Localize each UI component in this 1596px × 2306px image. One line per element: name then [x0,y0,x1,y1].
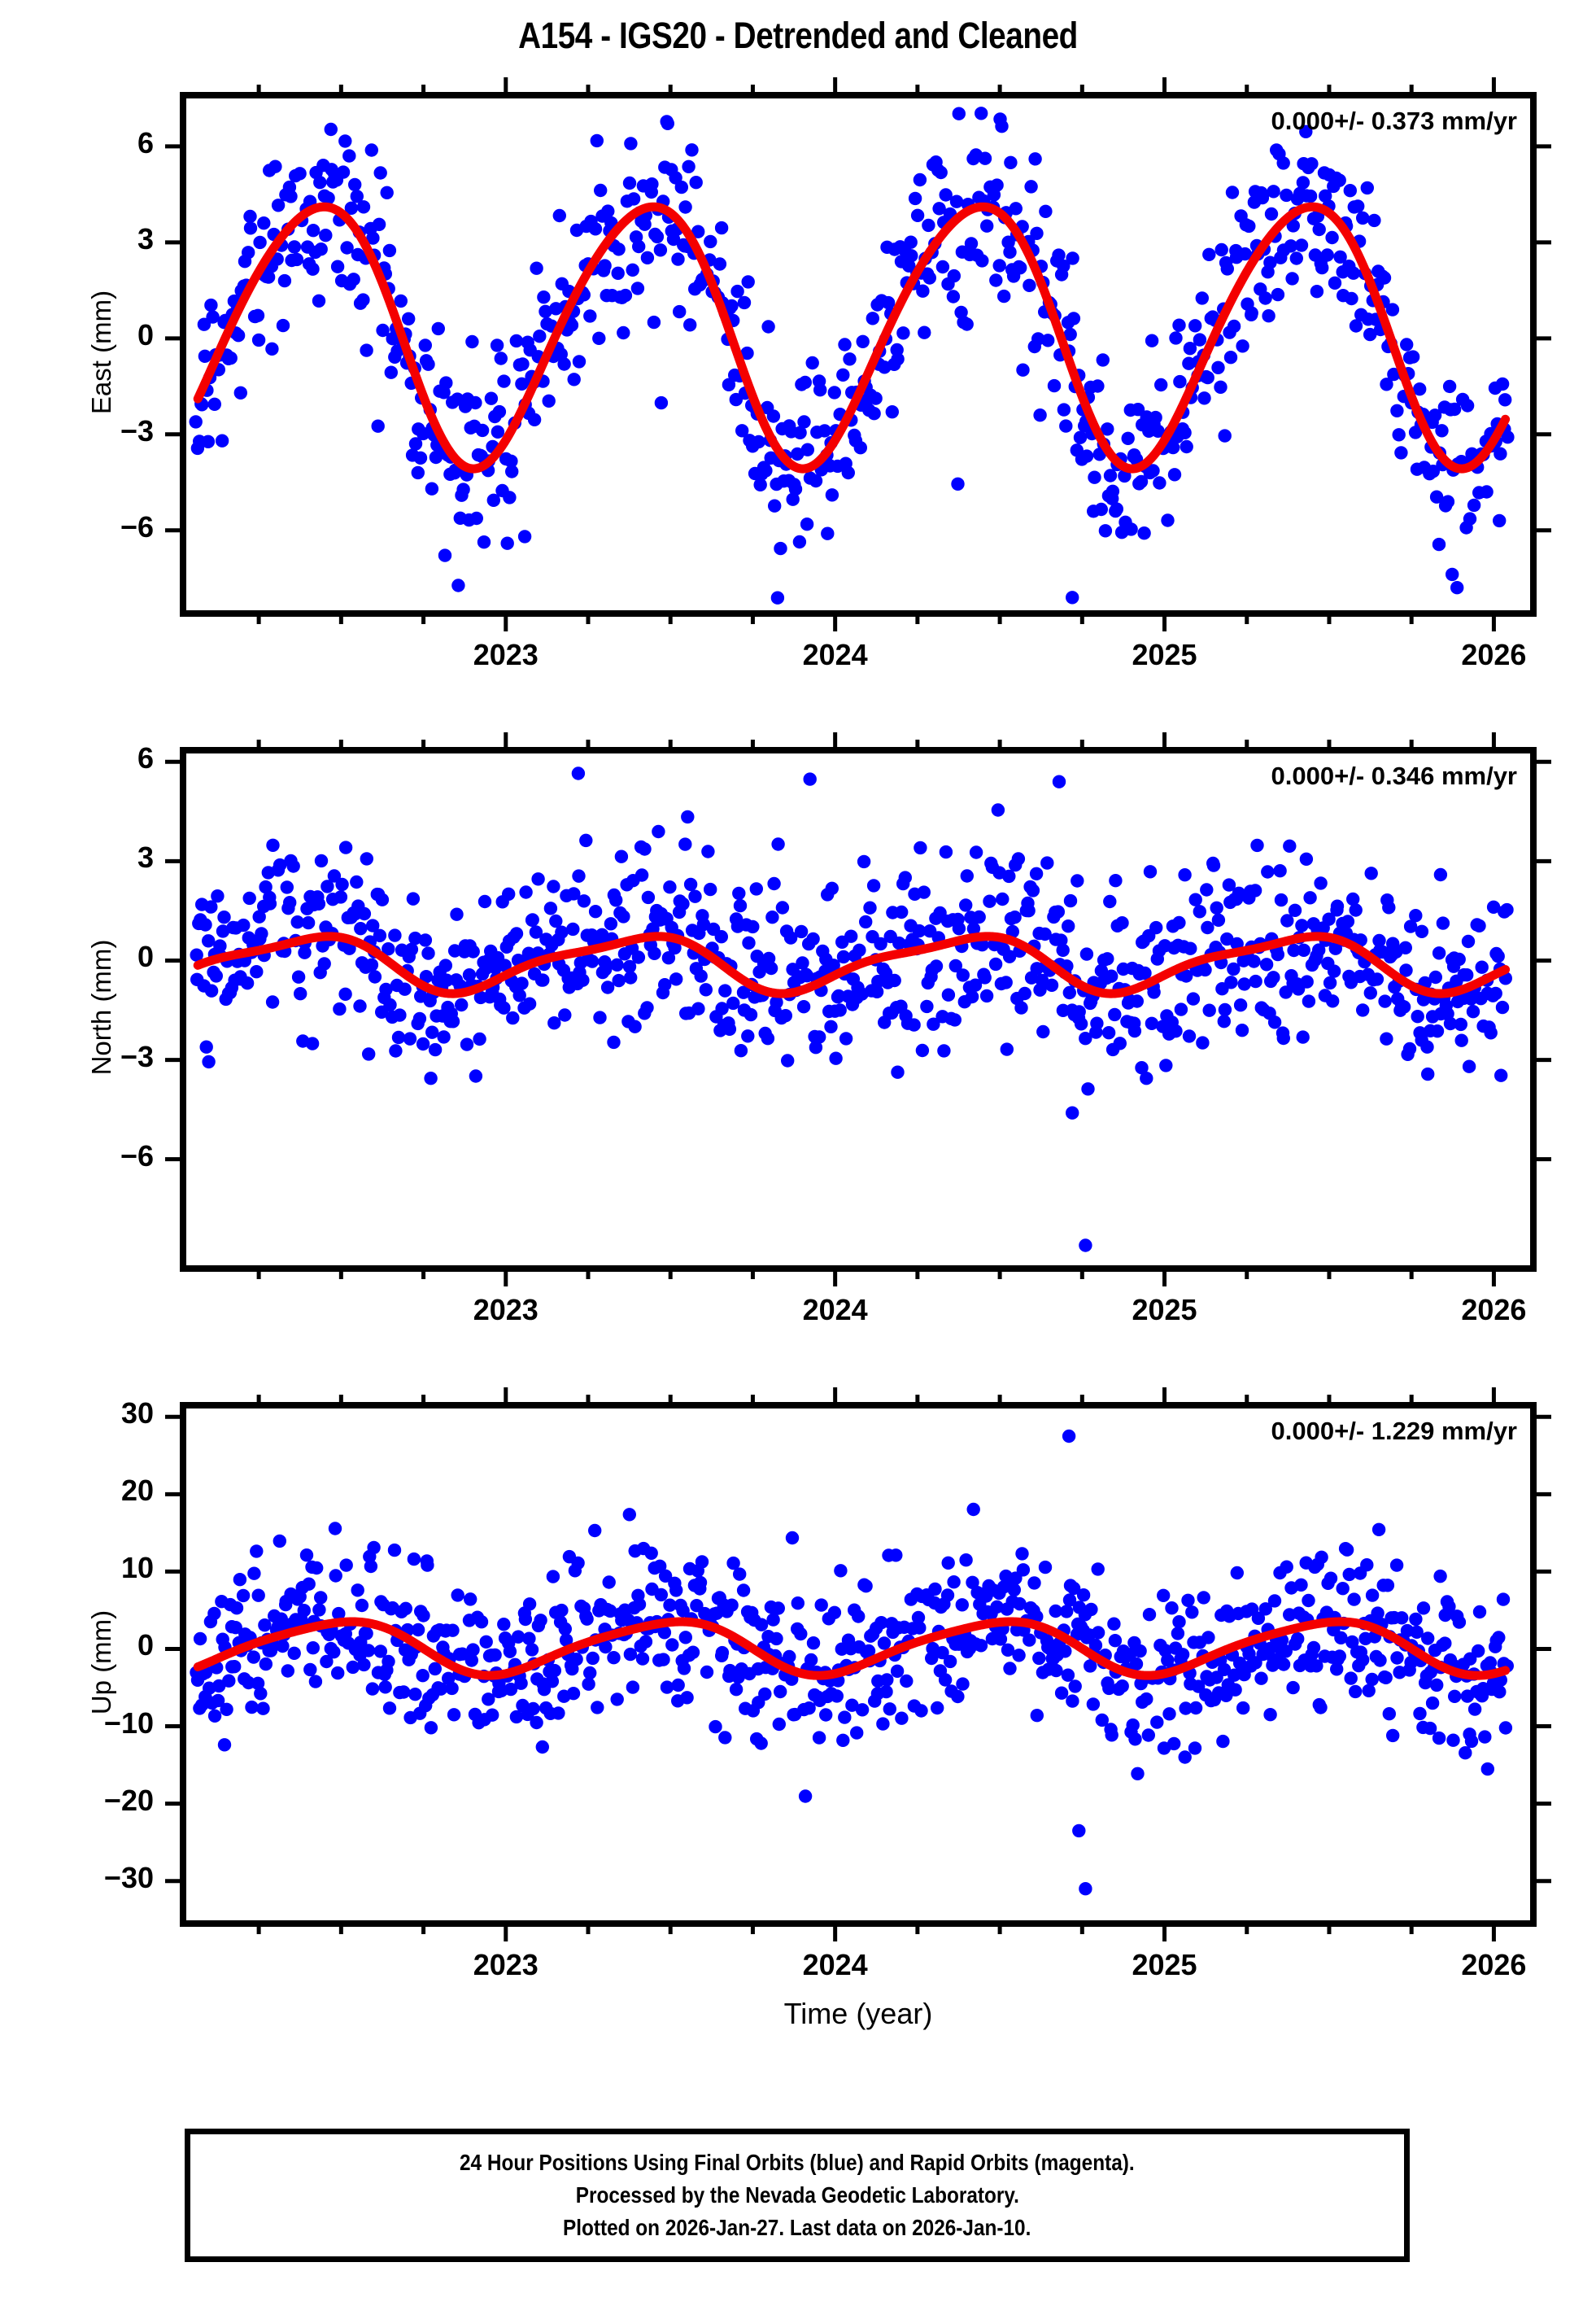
tick-marks-up [165,1387,1551,1941]
xtick-label-north-1: 2024 [802,1293,868,1326]
ytick-label-east-4: −6 [120,509,154,544]
ytick-label-up-3: 0 [137,1628,154,1662]
scatter-points-east [189,95,1515,605]
footer-line-processor: Processed by the Nevada Geodetic Laborat… [575,2182,1019,2208]
footer-line-orbits: 24 Hour Positions Using Final Orbits (bl… [460,2150,1135,2176]
seasonal-model-curve-up [193,1617,1511,1680]
xtick-label-east-1: 2024 [802,638,868,671]
ytick-label-north-2: 0 [137,940,154,974]
seasonal-model-curve-east [193,202,1511,474]
ytick-label-north-1: 3 [137,841,154,875]
panel-canvas-up [165,1387,1551,1941]
ytick-label-east-2: 0 [137,317,154,352]
scatter-points-up [190,1429,1515,1896]
axes-frame-north [180,747,1537,1272]
ytick-label-up-1: 20 [120,1474,154,1508]
xtick-label-north-2: 2025 [1132,1293,1197,1326]
plot-panel-east [165,77,1551,631]
ytick-label-up-5: −20 [103,1783,154,1817]
ytick-label-north-4: −6 [120,1138,154,1173]
rate-annotation-north: 0.000+/- 0.346 mm/yr [1271,762,1517,790]
plot-panel-north [165,732,1551,1286]
panel-canvas-north [165,732,1551,1286]
ytick-label-up-0: 30 [120,1396,154,1430]
plot-panel-up [165,1387,1551,1941]
ytick-label-up-2: 10 [120,1551,154,1585]
axes-frame-east [180,92,1537,617]
xtick-label-up-1: 2024 [802,1948,868,1981]
ytick-label-east-1: 3 [137,221,154,255]
page-title: A154 - IGS20 - Detrended and Cleaned [518,15,1078,56]
yaxis-title-north: North (mm) [86,939,116,1075]
footer-note-box: 24 Hour Positions Using Final Orbits (bl… [185,2129,1410,2262]
xtick-label-north-3: 2026 [1461,1293,1527,1326]
xaxis-title: Time (year) [783,1997,933,2030]
footer-line-dates: Plotted on 2026-Jan-27. Last data on 202… [563,2214,1031,2240]
tick-marks-east [165,77,1551,631]
xtick-label-east-3: 2026 [1461,638,1527,671]
ytick-label-east-3: −3 [120,413,154,448]
tick-marks-north [165,732,1551,1286]
data-layer-east [189,95,1515,605]
ytick-label-east-0: 6 [137,125,154,159]
xtick-label-up-0: 2023 [473,1948,539,1981]
xtick-label-north-0: 2023 [473,1293,539,1326]
rate-annotation-east: 0.000+/- 0.373 mm/yr [1271,107,1517,135]
ytick-label-up-4: −10 [103,1705,154,1740]
xtick-label-east-0: 2023 [473,638,539,671]
xtick-label-up-2: 2025 [1132,1948,1197,1981]
xtick-label-up-3: 2026 [1461,1948,1527,1981]
data-layer-north [190,766,1514,1252]
yaxis-title-up: Up (mm) [86,1609,116,1714]
data-layer-up [190,1429,1515,1896]
xtick-label-east-2: 2025 [1132,638,1197,671]
rate-annotation-up: 0.000+/- 1.229 mm/yr [1271,1417,1517,1445]
yaxis-title-east: East (mm) [86,290,116,414]
scatter-points-north [190,766,1514,1252]
seasonal-model-curve-north [193,932,1511,998]
ytick-label-up-6: −30 [103,1860,154,1894]
axes-frame-up [180,1402,1537,1927]
ytick-label-north-0: 6 [137,741,154,775]
panel-canvas-east [165,77,1551,631]
ytick-label-north-3: −3 [120,1039,154,1073]
